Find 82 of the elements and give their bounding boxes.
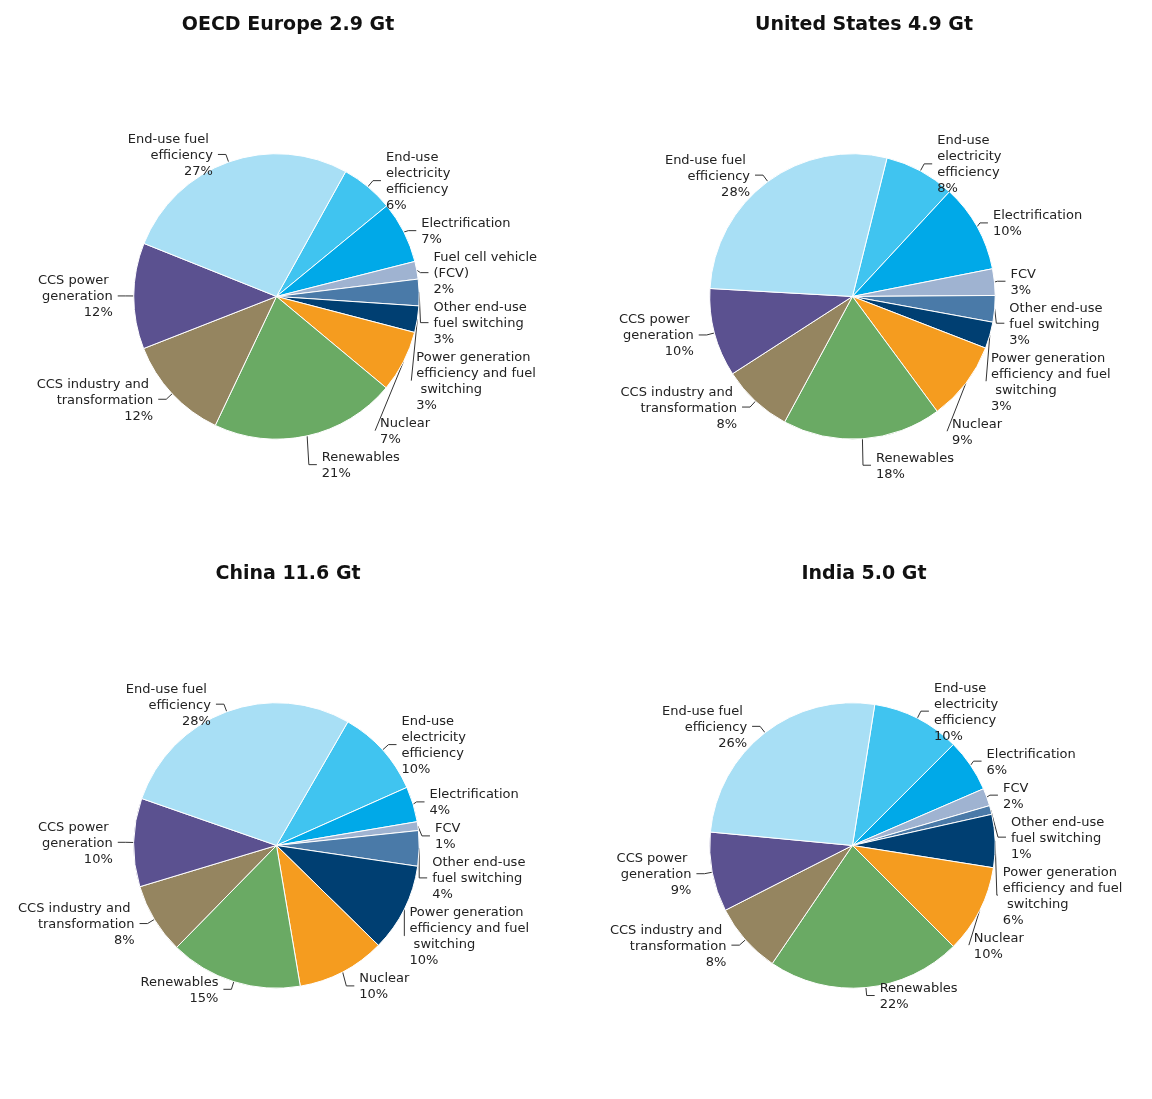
slice-label: Nuclear: [973, 929, 1025, 945]
slice-label: Power generation efficiency and fuel switching: [416, 349, 536, 397]
data-label: 22%: [879, 996, 909, 1012]
data-label: 8%: [716, 415, 738, 431]
slice-label: Nuclear: [359, 970, 410, 986]
data-label: 7%: [421, 231, 442, 247]
slice-label: End-use fuel efficiency: [127, 130, 214, 162]
slice-label: End-use electricity efficiency: [401, 713, 470, 761]
data-label: 18%: [876, 465, 905, 481]
slice-label: CCS industry and transformation: [609, 921, 727, 953]
data-label: 3%: [1009, 331, 1030, 347]
data-label: 12%: [83, 304, 113, 320]
data-label: 21%: [321, 465, 351, 481]
slice-label: CCS industry and transformation: [18, 900, 135, 932]
slice-label: Power generation efficiency and fuel switching: [409, 904, 530, 952]
slice-label: Other end-use fuel switching: [432, 854, 530, 886]
slice-label: End-use electricity efficiency: [933, 679, 1003, 727]
slice-label: Power generation efficiency and fuel switching: [1002, 863, 1123, 911]
data-label: 9%: [952, 431, 973, 447]
data-label: 6%: [1002, 911, 1024, 927]
slice-label: Renewables: [879, 980, 958, 996]
data-label: 10%: [401, 761, 431, 777]
data-label: 15%: [189, 989, 219, 1005]
data-label: 10%: [409, 952, 439, 968]
data-label: 28%: [721, 183, 751, 199]
data-label: 6%: [986, 761, 1008, 777]
slice-label: CCS industry and transformation: [36, 375, 154, 407]
slice-label: Renewables: [321, 449, 400, 465]
slice-label: End-use fuel efficiency: [125, 680, 212, 712]
slice-label: Power generation efficiency and fuel switching: [991, 349, 1111, 397]
slice-label: Electrification: [429, 786, 519, 802]
slice-label: FCV: [1002, 779, 1029, 795]
slice-label: FCV: [1010, 265, 1037, 281]
data-label: 9%: [670, 882, 692, 898]
data-label: 8%: [705, 953, 727, 969]
data-label: 7%: [380, 431, 401, 447]
data-label: 10%: [664, 343, 694, 359]
slice-label: End-use electricity efficiency: [385, 149, 455, 197]
data-label: 8%: [113, 932, 135, 948]
chart-title: China 11.6 Gt: [215, 560, 361, 583]
data-label: 3%: [416, 397, 437, 413]
slice-label: Renewables: [876, 449, 955, 465]
slice-label: Other end-use fuel switching: [433, 299, 531, 331]
slice-label: Electrification: [986, 745, 1076, 761]
slice-label: CCS industry and transformation: [620, 383, 738, 415]
data-label: 26%: [718, 734, 748, 750]
slice-label: Nuclear: [380, 415, 431, 431]
data-label: 1%: [434, 836, 456, 852]
data-label: 3%: [991, 397, 1012, 413]
slice-label: Other end-use fuel switching: [1011, 813, 1109, 845]
data-label: 3%: [433, 331, 455, 347]
data-label: 2%: [433, 281, 455, 297]
slice-label: Electrification: [421, 215, 511, 231]
slice-label: Nuclear: [952, 415, 1003, 431]
data-label: 3%: [1010, 281, 1032, 297]
slice-label: End-use fuel efficiency: [664, 151, 751, 183]
data-label: 10%: [359, 986, 389, 1002]
slice-label: Other end-use fuel switching: [1009, 299, 1107, 331]
data-label: 6%: [385, 197, 407, 213]
data-label: 12%: [124, 407, 154, 423]
slice-label: End-use electricity efficiency: [937, 132, 1006, 180]
data-label: 1%: [1011, 845, 1032, 861]
data-label: 27%: [184, 162, 213, 178]
slice-label: CCS power generation: [618, 311, 694, 343]
slice-label: Renewables: [140, 973, 219, 989]
data-label: 2%: [1002, 795, 1024, 811]
data-label: 28%: [182, 712, 211, 728]
slice-label: CCS power generation: [37, 818, 113, 850]
data-label: 10%: [992, 223, 1022, 239]
chart-title: India 5.0 Gt: [801, 560, 927, 583]
slice-label: CCS power generation: [37, 272, 113, 304]
slice-label: Electrification: [992, 207, 1083, 223]
data-label: 10%: [83, 850, 113, 866]
slice-label: FCV: [434, 820, 461, 836]
chart-title: OECD Europe 2.9 Gt: [181, 11, 395, 34]
slice-label: End-use fuel efficiency: [661, 702, 748, 734]
data-label: 4%: [429, 802, 451, 818]
slice-label: CCS power generation: [616, 850, 692, 882]
data-label: 10%: [973, 945, 1003, 961]
data-label: 4%: [432, 886, 453, 902]
slice-label: Fuel cell vehicle (FCV): [433, 249, 542, 281]
chart-title: United States 4.9 Gt: [754, 11, 974, 34]
